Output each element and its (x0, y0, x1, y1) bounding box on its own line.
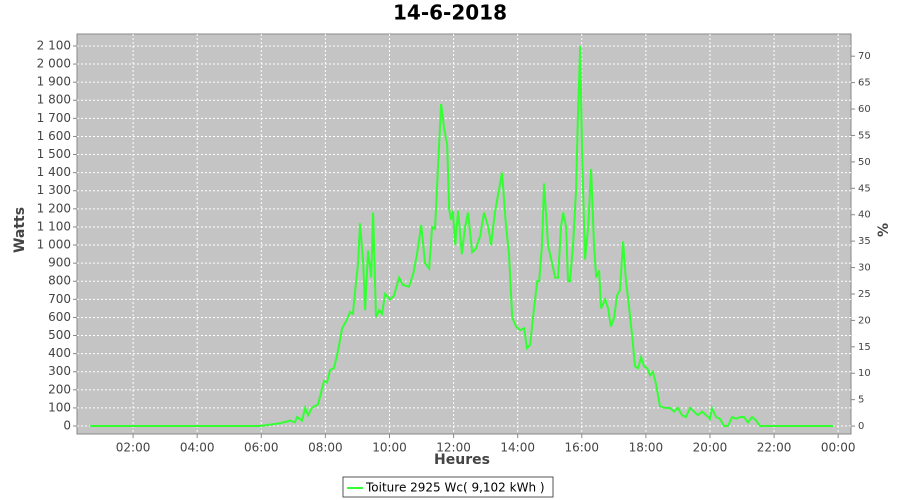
chart-title: 14-6-2018 (393, 1, 507, 25)
y2-tick-label: 10 (858, 368, 871, 379)
x-tick-label: 16:00 (564, 441, 599, 455)
x-tick-label: 22:00 (757, 441, 792, 455)
y2-tick-label: 60 (858, 104, 871, 115)
y-tick-label: 600 (48, 310, 71, 324)
y2-tick-label: 15 (858, 342, 871, 353)
x-tick-label: 08:00 (308, 441, 343, 455)
x-tick-label: 14:00 (500, 441, 535, 455)
y2-tick-label: 20 (858, 315, 871, 326)
y2-tick-label: 45 (858, 183, 871, 194)
y2-tick-label: 40 (858, 210, 871, 221)
y-tick-label: 1 300 (37, 183, 71, 197)
y2-tick-label: 25 (858, 289, 871, 300)
y-tick-label: 800 (48, 274, 71, 288)
y-tick-label: 1 700 (37, 111, 71, 125)
y-tick-label: 300 (48, 364, 71, 378)
y-tick-label: 1 200 (37, 201, 71, 215)
x-axis-title: Heures (434, 452, 490, 468)
y2-tick-label: 35 (858, 236, 871, 247)
x-tick-label: 02:00 (116, 441, 151, 455)
x-tick-label: 00:00 (821, 441, 856, 455)
x-tick-label: 10:00 (372, 441, 407, 455)
y2-tick-label: 30 (858, 263, 871, 274)
y2-tick-label: 65 (858, 78, 871, 89)
y2-axis-title: % (876, 223, 892, 237)
legend-label: Toiture 2925 Wc( 9,102 kWh ) (365, 481, 545, 495)
y2-tick-label: 70 (858, 51, 871, 62)
x-tick-label: 04:00 (180, 441, 215, 455)
x-tick-label: 18:00 (629, 441, 664, 455)
x-tick-label: 06:00 (244, 441, 279, 455)
series-line (90, 45, 834, 427)
y-tick-label: 200 (48, 382, 71, 396)
y-axis-title: Watts (12, 207, 28, 253)
legend-box (342, 476, 554, 498)
y-tick-label: 1 500 (37, 147, 71, 161)
y-tick-label: 1 600 (37, 129, 71, 143)
y-tick-label: 1 400 (37, 165, 71, 179)
y-tick-label: 1 100 (37, 219, 71, 233)
y2-tick-label: 50 (858, 157, 871, 168)
y2-tick-label: 55 (858, 130, 871, 141)
y-tick-label: 0 (63, 419, 71, 433)
y-tick-label: 1 900 (37, 75, 71, 89)
y-tick-label: 500 (48, 328, 71, 342)
y2-tick-label: 5 (858, 395, 864, 406)
x-tick-label: 20:00 (693, 441, 728, 455)
y-tick-label: 1 000 (37, 238, 71, 252)
y-tick-label: 700 (48, 292, 71, 306)
y-tick-label: 2 000 (37, 57, 71, 71)
y-tick-label: 400 (48, 346, 71, 360)
y-tick-label: 900 (48, 256, 71, 270)
x-tick-label: 12:00 (436, 441, 471, 455)
y-tick-label: 2 100 (37, 38, 71, 52)
y2-tick-label: 0 (858, 421, 864, 432)
y-tick-label: 100 (48, 400, 71, 414)
y-tick-label: 1 800 (37, 93, 71, 107)
